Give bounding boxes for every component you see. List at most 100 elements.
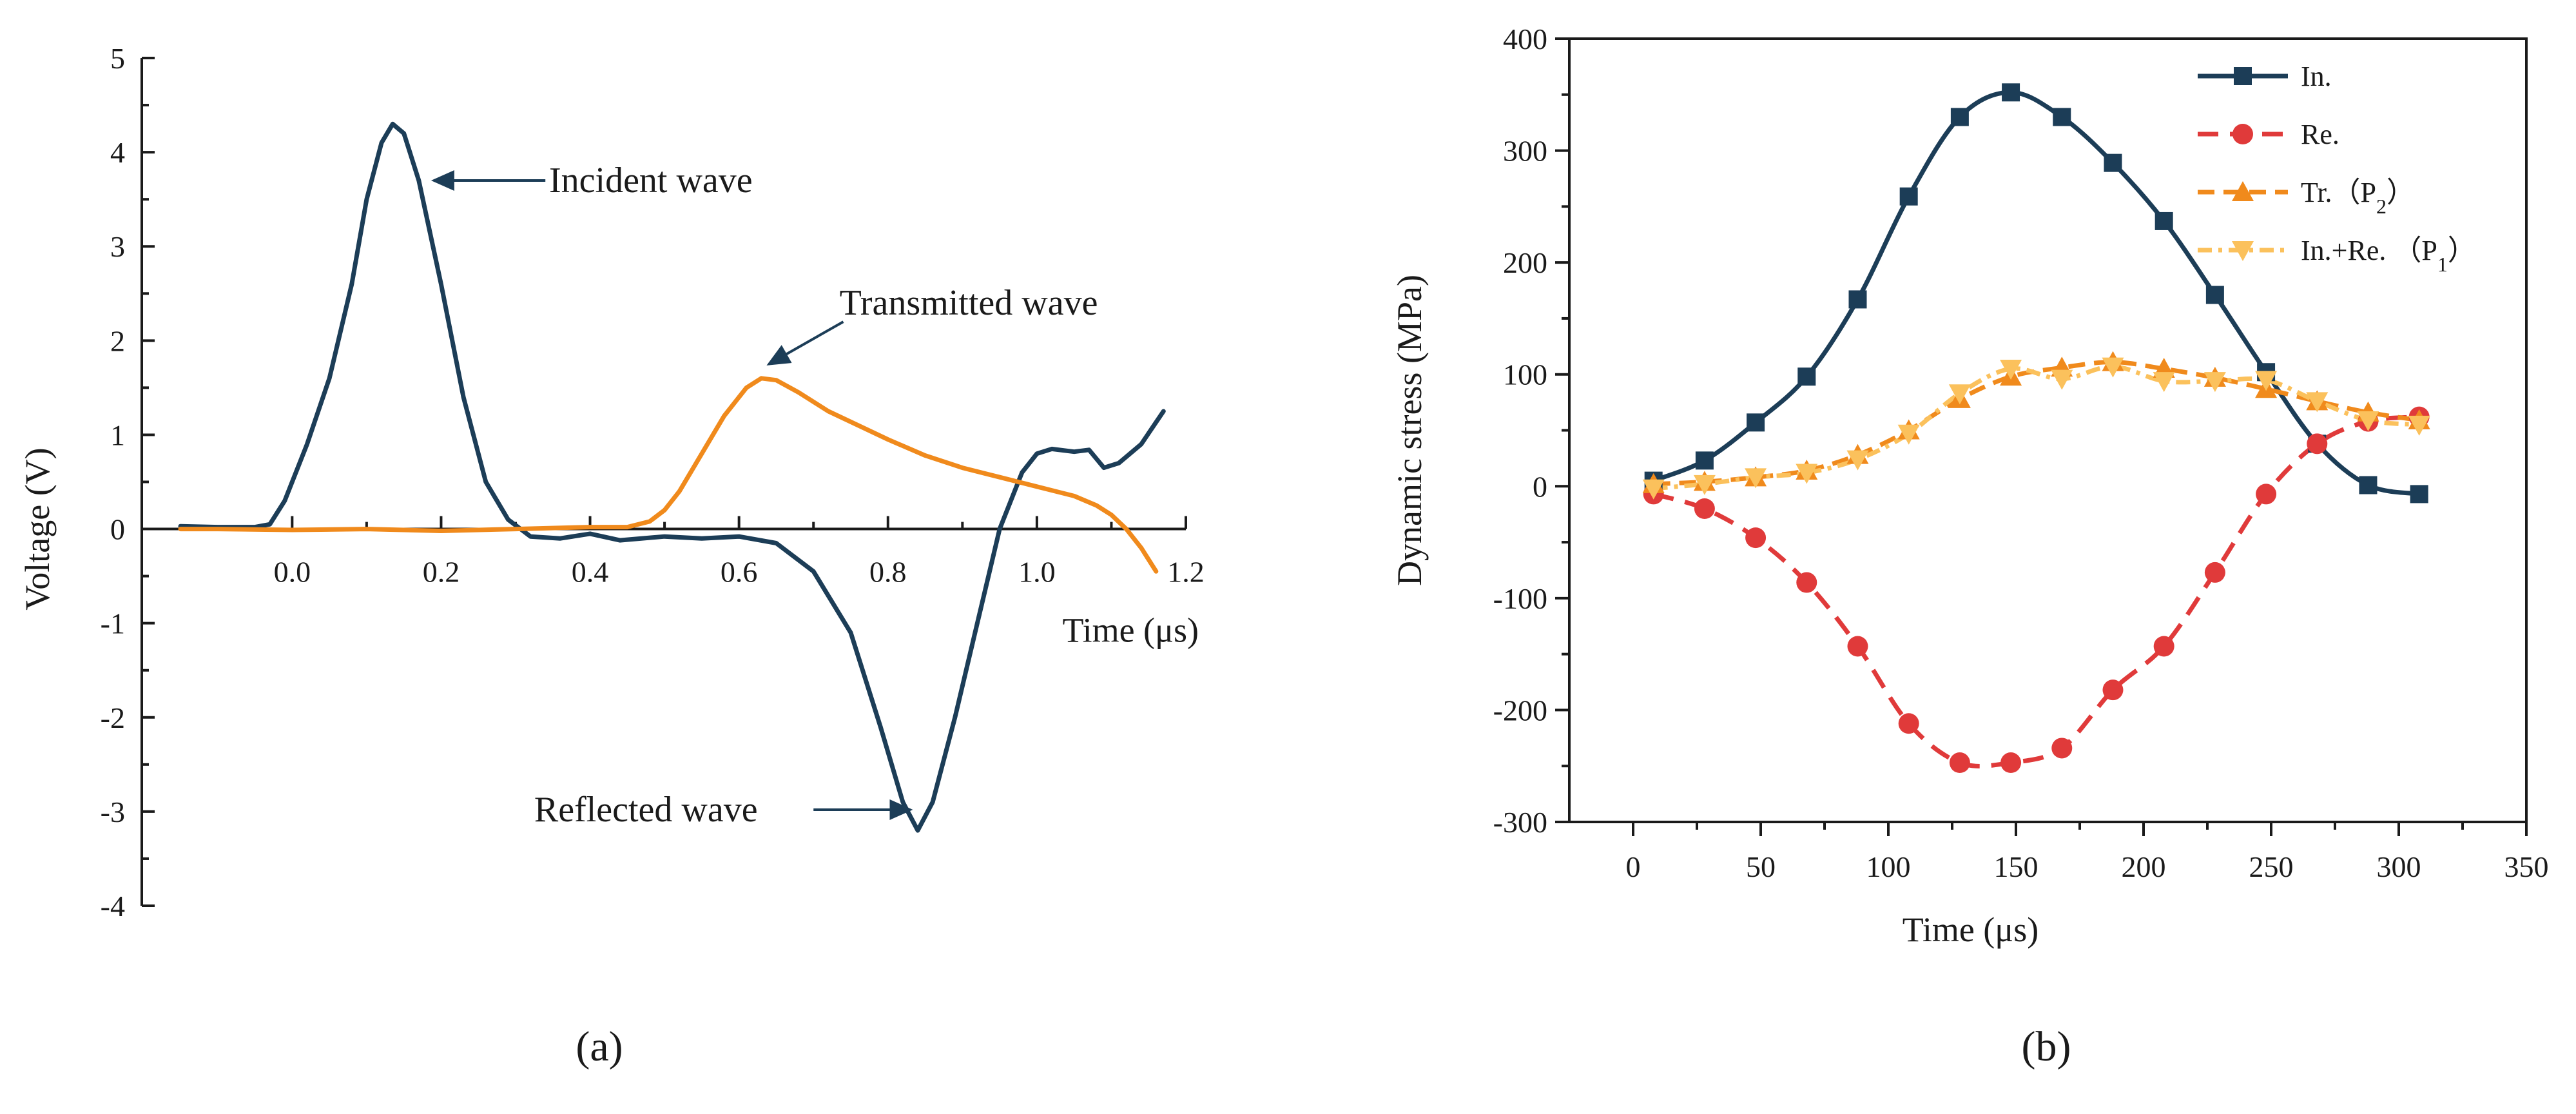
x-axis-title: Time (μs) xyxy=(1903,910,2039,949)
legend-marker-in xyxy=(2234,67,2252,85)
data-point-in xyxy=(2104,153,2122,172)
y-tick-label: 300 xyxy=(1503,135,1547,168)
data-point-in xyxy=(1695,451,1714,470)
data-point-re xyxy=(1847,636,1868,657)
x-tick-label: 1.2 xyxy=(1167,556,1205,589)
y-tick-label: -4 xyxy=(101,890,125,923)
x-tick-label: 0.6 xyxy=(721,556,758,589)
annotation-label: Reflected wave xyxy=(534,790,758,830)
x-tick-label: 300 xyxy=(2377,850,2421,883)
y-tick-label: -200 xyxy=(1493,694,1547,727)
x-tick-label: 0.8 xyxy=(869,556,907,589)
series-line-wave_b xyxy=(178,376,1159,574)
data-point-in xyxy=(2410,485,2428,503)
y-tick-label: 400 xyxy=(1503,23,1547,55)
legend-label-part: ） xyxy=(2448,235,2476,266)
data-point-sum xyxy=(2357,411,2379,431)
data-point-re xyxy=(2000,752,2022,774)
data-point-sum xyxy=(1745,468,1767,489)
data-point-in xyxy=(2053,108,2071,126)
data-point-in xyxy=(1747,413,1765,432)
y-tick-label: -3 xyxy=(101,796,125,828)
data-point-re xyxy=(2051,738,2073,759)
legend-label-part: In.+Re. （P xyxy=(2301,235,2437,266)
x-tick-label: 50 xyxy=(1746,850,1776,883)
data-point-in xyxy=(2155,211,2173,230)
data-point-sum xyxy=(1796,464,1818,484)
legend-marker-tr xyxy=(2232,181,2254,201)
data-point-in xyxy=(1950,108,1969,126)
panel-label-b: (b) xyxy=(2022,1023,2071,1070)
x-tick-label: 0.2 xyxy=(423,556,460,589)
legend-marker-re xyxy=(2232,124,2253,144)
x-tick-label: 0.0 xyxy=(274,556,311,589)
legend-subscript: 2 xyxy=(2376,195,2387,218)
legend-label-part: Tr.（P xyxy=(2301,177,2376,208)
data-point-re xyxy=(1694,498,1715,519)
y-tick-label: -1 xyxy=(101,607,125,640)
y-tick-label: 4 xyxy=(110,136,125,169)
x-axis-title: Time (μs) xyxy=(1063,611,1199,650)
data-point-in xyxy=(2002,83,2020,102)
data-point-re xyxy=(2204,562,2225,583)
data-point-sum xyxy=(2051,369,2073,390)
y-tick-label: 3 xyxy=(110,230,125,263)
data-point-sum xyxy=(2408,415,2430,436)
x-tick-label: 1.0 xyxy=(1018,556,1056,589)
data-point-sum xyxy=(1693,474,1716,495)
data-point-re xyxy=(2256,484,2277,505)
data-point-in xyxy=(1848,290,1867,309)
data-point-re xyxy=(1898,713,1919,734)
legend-label-re: Re. xyxy=(2301,119,2339,150)
y-tick-label: 100 xyxy=(1503,358,1547,391)
data-point-in xyxy=(2205,286,2224,304)
legend-label-sum: In.+Re. （P1） xyxy=(2301,235,2476,276)
data-point-sum xyxy=(2255,371,2278,391)
y-tick-label: -2 xyxy=(101,701,125,734)
y-axis-title: Voltage (V) xyxy=(18,447,57,610)
x-tick-label: 150 xyxy=(1994,850,2039,883)
data-point-sum xyxy=(2153,372,2175,393)
data-point-re xyxy=(2307,433,2328,454)
legend-label-part: ） xyxy=(2387,177,2415,208)
y-tick-label: -100 xyxy=(1493,582,1547,615)
data-point-in xyxy=(1899,187,1918,206)
data-point-sum xyxy=(2203,372,2226,393)
x-tick-label: 250 xyxy=(2249,850,2294,883)
data-point-re xyxy=(1796,572,1817,593)
annotation-label: Incident wave xyxy=(549,161,753,200)
data-point-sum xyxy=(2306,392,2329,413)
data-point-sum xyxy=(2102,357,2124,378)
legend-marker-sum xyxy=(2232,241,2254,261)
y-tick-label: 0 xyxy=(1533,470,1547,503)
series-line-in xyxy=(1652,90,2420,496)
data-point-sum xyxy=(1846,450,1869,471)
data-point-re xyxy=(1745,527,1767,549)
series-line-tr xyxy=(1653,360,2420,487)
data-point-in xyxy=(2359,476,2377,494)
annotation-label: Transmitted wave xyxy=(840,283,1098,323)
legend-label-in: In. xyxy=(2301,61,2332,92)
x-tick-label: 0 xyxy=(1626,850,1641,883)
data-point-sum xyxy=(1897,424,1920,445)
series-line-wave_a xyxy=(178,121,1166,833)
y-tick-label: 0 xyxy=(110,513,125,546)
x-tick-label: 100 xyxy=(1866,850,1911,883)
x-tick-label: 350 xyxy=(2504,850,2549,883)
panel-label-a: (a) xyxy=(576,1023,623,1070)
x-tick-label: 0.4 xyxy=(572,556,609,589)
data-point-in xyxy=(1797,367,1816,386)
y-tick-label: 200 xyxy=(1503,246,1547,279)
chart-panel-b: -300 -200 -100 0 100 200 300 400 0 50 100 150 200 250… xyxy=(1390,23,2549,1070)
legend-label-tr: Tr.（P2） xyxy=(2301,177,2415,218)
plot-frame xyxy=(1568,37,2528,823)
annotation-arrow xyxy=(766,320,844,366)
y-tick-label: 2 xyxy=(110,324,125,357)
data-point-re xyxy=(2153,636,2174,657)
y-tick-label: 5 xyxy=(110,42,125,75)
x-tick-label: 200 xyxy=(2122,850,2166,883)
y-axis-title: Dynamic stress (MPa) xyxy=(1390,275,1429,586)
series-line-sum xyxy=(1653,364,2419,491)
chart-panel-a: -4 -3 -2 -1 0 1 2 3 4 5 0.0 0.2 0.4 0.6 0.8 1.0 1.2 Volta… xyxy=(18,42,1205,1070)
